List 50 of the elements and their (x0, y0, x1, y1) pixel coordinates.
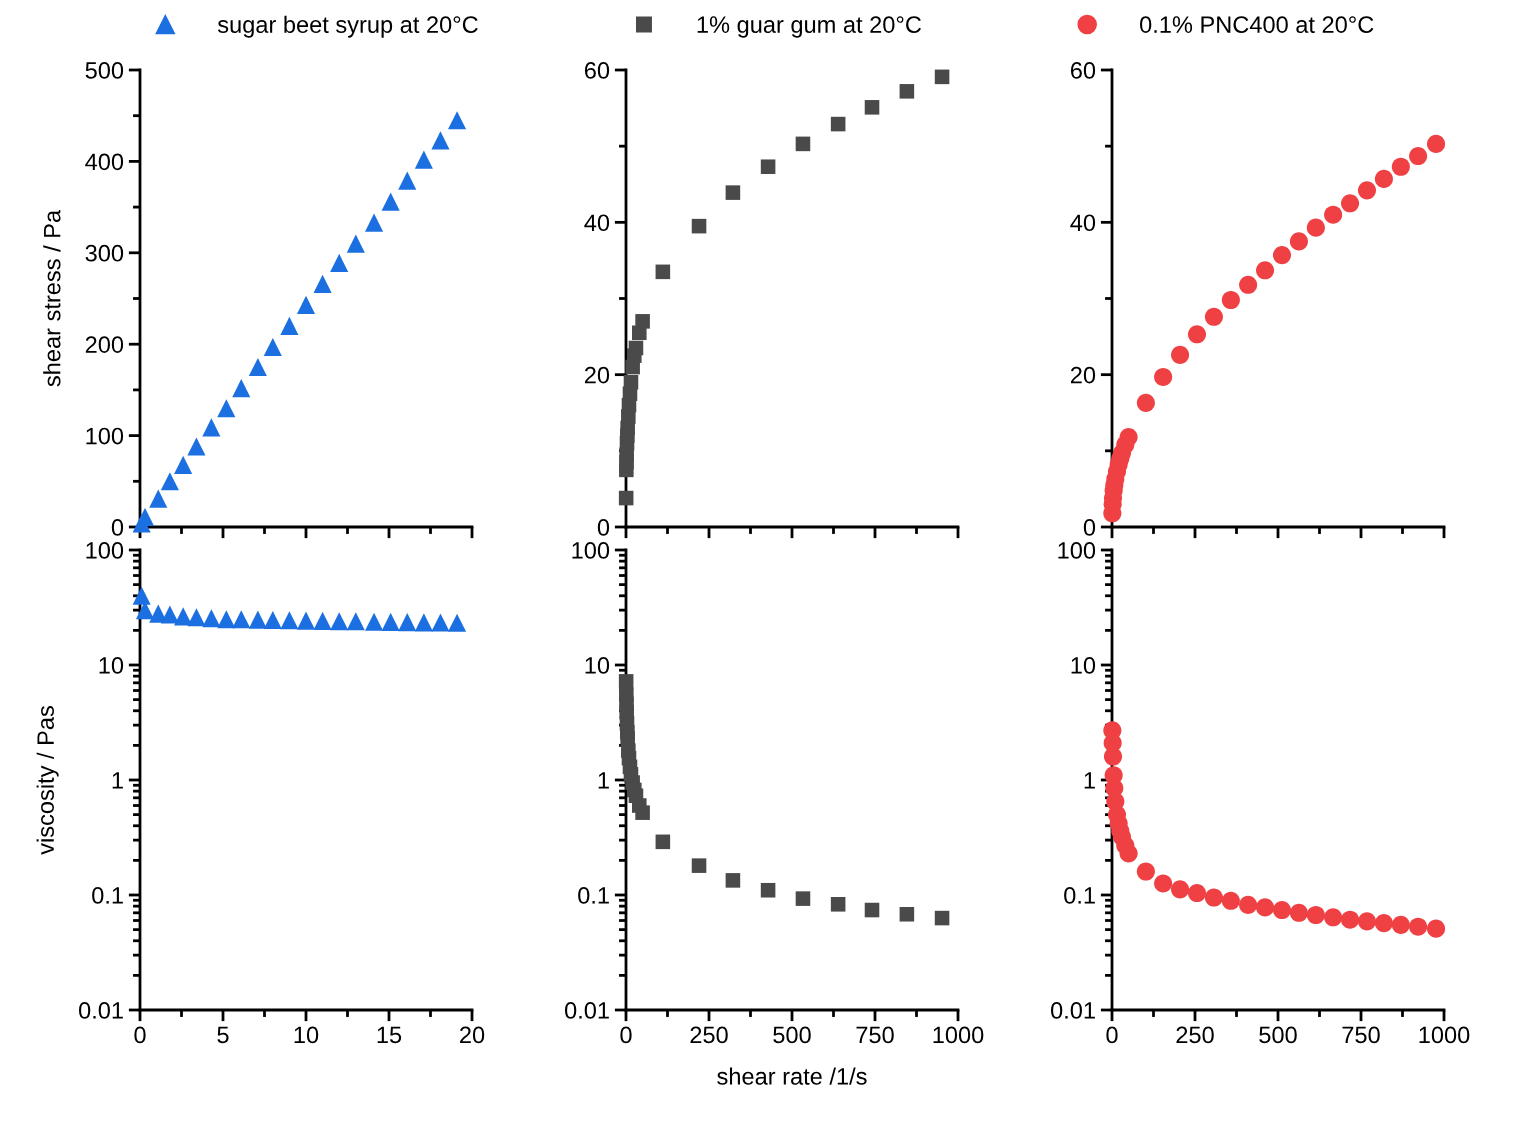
y-tick-label: 10 (99, 657, 124, 674)
y-tick-label: 0.01 (1051, 1002, 1095, 1019)
y-tick-label: 20 (584, 366, 610, 384)
y-tick-label: 10 (585, 657, 610, 674)
y-tick-label: 0 (597, 519, 610, 536)
x-tick-label: 15 (377, 1026, 402, 1044)
y-tick-label: 100 (86, 427, 124, 445)
y-axis-title: viscosity / Pas (36, 706, 59, 855)
legend-label: 1% guar gum at 20°C (697, 16, 922, 38)
x-tick-label: 0 (1106, 1026, 1118, 1044)
y-tick-label: 0.01 (79, 1002, 123, 1019)
x-tick-label: 0 (134, 1026, 146, 1044)
x-tick-label: 500 (1259, 1026, 1297, 1044)
x-axis-title: shear rate /1/s (717, 1067, 867, 1085)
y-tick-label: 40 (1070, 214, 1096, 232)
y-tick-label: 1 (1084, 772, 1095, 789)
legend-label: 0.1% PNC400 at 20°C (1140, 16, 1374, 33)
y-tick-label: 100 (1058, 542, 1096, 559)
x-tick-label: 750 (856, 1026, 894, 1044)
y-tick-label: 0 (1083, 519, 1096, 536)
x-tick-label: 1000 (933, 1026, 984, 1044)
y-tick-label: 100 (86, 542, 124, 559)
y-tick-label: 100 (572, 542, 610, 559)
x-tick-label: 20 (460, 1026, 485, 1044)
x-tick-label: 250 (1176, 1026, 1214, 1044)
x-tick-label: 1000 (1419, 1026, 1470, 1044)
y-tick-label: 0 (111, 519, 124, 536)
y-tick-label: 0.01 (565, 1002, 609, 1019)
y-tick-label: 500 (85, 62, 124, 79)
y-axis-title: shear stress / Pa (43, 209, 61, 387)
y-tick-label: 40 (584, 214, 610, 232)
x-tick-label: 0 (620, 1026, 632, 1044)
y-tick-label: 0.1 (1064, 887, 1095, 904)
y-tick-label: 20 (1070, 366, 1096, 384)
y-tick-label: 0.1 (578, 887, 609, 904)
y-tick-label: 300 (85, 244, 124, 262)
y-tick-label: 60 (1070, 62, 1096, 79)
y-tick-label: 1 (112, 772, 123, 789)
y-tick-label: 200 (85, 336, 124, 353)
y-tick-label: 10 (1071, 657, 1096, 674)
y-tick-label: 400 (85, 153, 124, 171)
x-tick-label: 750 (1342, 1026, 1380, 1044)
legend-label: sugar beet syrup at 20°C (217, 15, 478, 38)
x-tick-label: 5 (217, 1026, 229, 1044)
y-tick-label: 60 (584, 62, 610, 79)
y-tick-label: 1 (598, 772, 609, 789)
x-tick-label: 500 (773, 1026, 811, 1044)
x-tick-label: 250 (690, 1026, 728, 1044)
x-tick-label: 10 (294, 1026, 319, 1044)
y-tick-label: 0.1 (92, 887, 123, 904)
